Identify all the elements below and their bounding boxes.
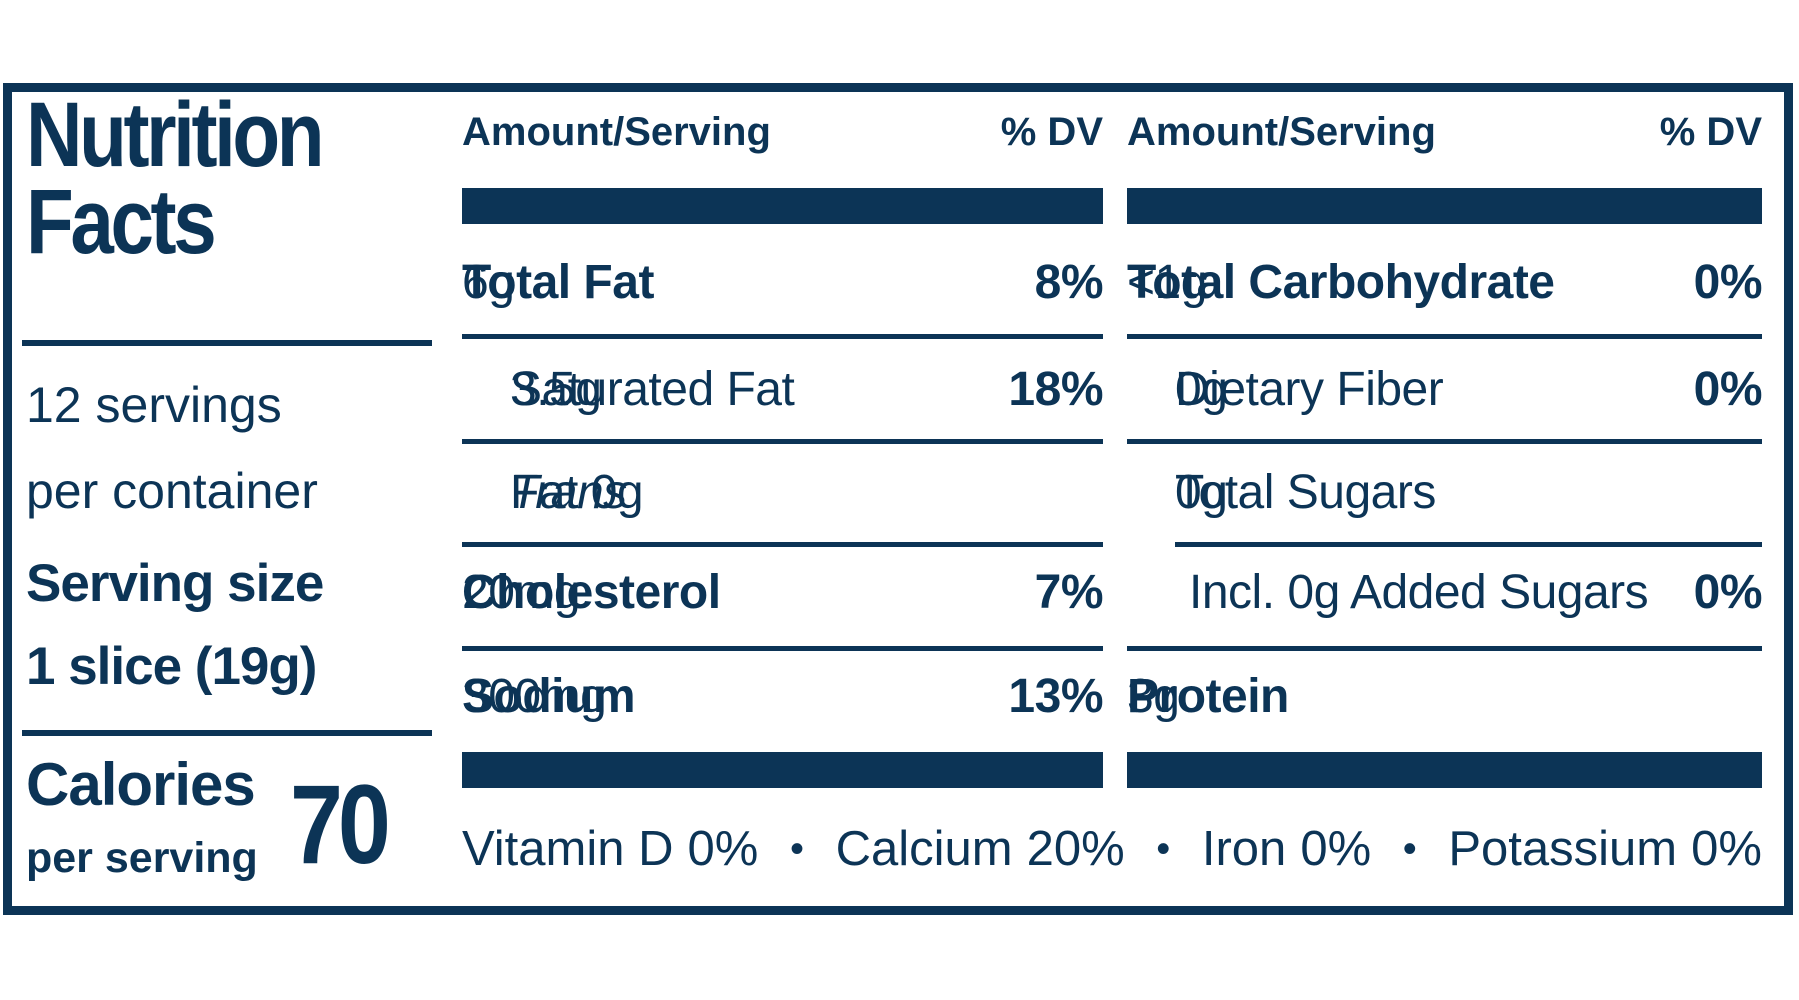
- micronutrient-calcium: Calcium 20%: [835, 822, 1125, 876]
- nutrient-dv: 0%: [1693, 566, 1763, 619]
- nutrient-dv: 13%: [1008, 670, 1103, 723]
- servings-per-container-label: per container: [26, 463, 318, 519]
- nutrient-name: Cholesterol: [462, 566, 721, 619]
- nutrient-row-trans-fat: Trans Fat 0g: [462, 458, 1103, 530]
- nutrient-name: Total Fat: [462, 256, 654, 309]
- serving-size: Serving size 1 slice (19g): [26, 542, 446, 708]
- row-divider: [1127, 334, 1762, 339]
- micronutrients-row: Vitamin D 0% • Calcium 20% • Iron 0% • Pota…: [462, 814, 1762, 884]
- calories-value: 70: [290, 762, 391, 887]
- nutrient-amount: 20mg: [462, 566, 581, 619]
- nutrient-name: Saturated Fat: [510, 363, 795, 416]
- nutrition-facts-title: Nutrition Facts: [26, 84, 325, 274]
- calories-label: Calories: [26, 751, 256, 818]
- servings-count: 12 servings: [26, 377, 282, 433]
- nutrient-dv: 0%: [1693, 256, 1763, 309]
- servings-per-container: 12 servings per container: [26, 362, 446, 534]
- row-divider: [1127, 439, 1762, 444]
- nutrient-amount: Fat 0g: [510, 466, 644, 519]
- nutrient-amount: 0g: [1175, 466, 1228, 519]
- nutrient-row-sodium: Sodium 300mg 13%: [462, 662, 1103, 734]
- row-divider: [462, 334, 1103, 339]
- nutrient-row-total-fat: Total Fat 6g 8%: [462, 248, 1104, 320]
- right-column-header: Amount/Serving % DV: [1127, 110, 1762, 166]
- divider-under-title: [22, 340, 432, 346]
- nutrition-facts-panel: Nutrition Facts 12 servings per containe…: [3, 83, 1793, 915]
- percent-dv-header: % DV: [1000, 110, 1103, 154]
- nutrient-row-total-sugars: Total Sugars 0g: [1127, 458, 1762, 530]
- divider-under-serving-size: [22, 730, 432, 736]
- nutrient-dv: 7%: [1034, 566, 1104, 619]
- micronutrient-potassium: Potassium 0%: [1448, 822, 1762, 876]
- amount-per-serving-header: Amount/Serving: [1127, 110, 1436, 154]
- calories-sublabel: per serving: [26, 834, 258, 882]
- header-bar: [1127, 188, 1762, 224]
- nutrient-row-dietary-fiber: Dietary Fiber 0g 0%: [1127, 355, 1763, 427]
- micronutrient-vitamin-d: Vitamin D 0%: [462, 822, 759, 876]
- serving-size-label: Serving size: [26, 554, 324, 613]
- nutrient-name: Incl. 0g Added Sugars: [1189, 566, 1649, 619]
- nutrient-amount: <1g: [1127, 256, 1207, 309]
- nutrient-dv: 18%: [1008, 363, 1103, 416]
- nutrient-row-protein: Protein 3g: [1127, 662, 1762, 734]
- nutrient-amount: 3.5g: [510, 363, 602, 416]
- nutrient-name: Protein: [1127, 670, 1289, 723]
- footer-bar: [462, 752, 1103, 788]
- header-bar: [462, 188, 1103, 224]
- row-divider: [462, 646, 1103, 651]
- footer-bar: [1127, 752, 1762, 788]
- nutrient-dv: 0%: [1693, 363, 1763, 416]
- nutrient-amount: 3g: [1127, 670, 1180, 723]
- serving-size-value: 1 slice (19g): [26, 637, 317, 696]
- nutrient-name: Trans: [510, 466, 627, 519]
- nutrient-amount: 0g: [1175, 363, 1228, 416]
- nutrient-dv: 8%: [1034, 256, 1104, 309]
- micronutrient-iron: Iron 0%: [1201, 822, 1372, 876]
- row-divider: [462, 439, 1103, 444]
- bullet-separator: •: [1402, 826, 1417, 871]
- row-divider: [1127, 646, 1762, 651]
- middle-column-header: Amount/Serving % DV: [462, 110, 1103, 166]
- percent-dv-header: % DV: [1659, 110, 1762, 154]
- nutrient-amount: 6g: [462, 256, 515, 309]
- nutrient-row-added-sugars: Incl. 0g Added Sugars 0%: [1127, 558, 1763, 630]
- nutrient-row-saturated-fat: Saturated Fat 3.5g 18%: [462, 355, 1103, 427]
- bullet-separator: •: [1156, 826, 1171, 871]
- nutrient-row-total-carbohydrate: Total Carbohydrate <1g 0%: [1127, 248, 1763, 320]
- bullet-separator: •: [789, 826, 804, 871]
- nutrient-name: Sodium: [462, 670, 636, 723]
- nutrient-amount: 300mg: [462, 670, 607, 723]
- amount-per-serving-header: Amount/Serving: [462, 110, 771, 154]
- nutrient-name: Dietary Fiber: [1175, 363, 1444, 416]
- row-divider: [462, 542, 1103, 547]
- nutrient-name: Total Carbohydrate: [1127, 256, 1555, 309]
- nutrient-row-cholesterol: Cholesterol 20mg 7%: [462, 558, 1104, 630]
- added-sugars-divider: [1175, 542, 1762, 547]
- nutrient-name: Total Sugars: [1175, 466, 1436, 519]
